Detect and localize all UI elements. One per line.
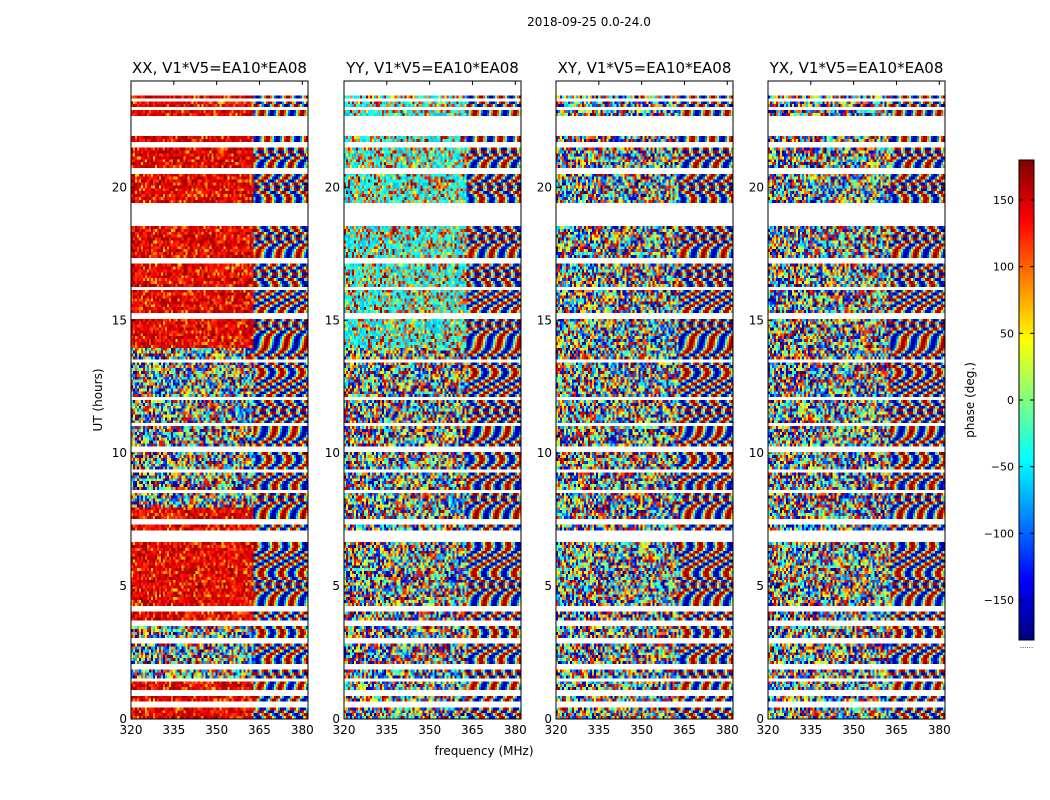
panel-frame <box>130 80 309 720</box>
y-tick-label: 5 <box>756 579 764 593</box>
y-tick-label: 15 <box>112 313 127 327</box>
y-tick-label: 0 <box>332 712 340 726</box>
y-tick-label: 0 <box>119 712 127 726</box>
x-tick-label: 365 <box>248 723 271 737</box>
y-tick-label: 0 <box>544 712 552 726</box>
x-tick-label: 320 <box>757 723 780 737</box>
y-tick-label: 15 <box>325 313 340 327</box>
x-tick-label: 320 <box>120 723 143 737</box>
y-tick-label: 20 <box>537 180 552 194</box>
panel-frame <box>767 80 946 720</box>
y-axis-label: UT (hours) <box>91 368 105 431</box>
x-tick-label: 350 <box>205 723 228 737</box>
x-tick-label: 335 <box>587 723 610 737</box>
y-tick-label: 10 <box>537 446 552 460</box>
panel-3: XY, V1*V5=EA10*EA08 320 335 350 365 380 0 5 10 15… <box>537 59 739 737</box>
phase-heatmap <box>131 81 308 719</box>
y-tick-label: 20 <box>749 180 764 194</box>
x-tick-label: 380 <box>504 723 527 737</box>
panels: XX, V1*V5=EA10*EA08 320 335 350 365 380 0 5 10 15… <box>91 59 951 758</box>
y-tick-label: 20 <box>325 180 340 194</box>
y-tick-label: 10 <box>112 446 127 460</box>
panel-title: YX, V1*V5=EA10*EA08 <box>769 59 944 77</box>
colorbar-tick-label: −50 <box>991 461 1014 474</box>
y-tick-label: 15 <box>749 313 764 327</box>
y-tick-label: 10 <box>325 446 340 460</box>
y-tick-label: 0 <box>756 712 764 726</box>
y-tick-label: 5 <box>332 579 340 593</box>
panel-title: XY, V1*V5=EA10*EA08 <box>558 59 732 77</box>
panel-frame <box>555 80 734 720</box>
x-tick-label: 380 <box>291 723 314 737</box>
panel-title: XX, V1*V5=EA10*EA08 <box>132 59 307 77</box>
colorbar-tick-label: −150 <box>984 594 1014 607</box>
x-tick-label: 335 <box>375 723 398 737</box>
y-tick-label: 15 <box>537 313 552 327</box>
colorbar-label: phase (deg.) <box>963 362 977 438</box>
colorbar-tick-label: 150 <box>993 194 1014 207</box>
panel-4: YX, V1*V5=EA10*EA08 320 335 350 365 380 0 5 10 15… <box>749 59 951 737</box>
colorbar-dots: ...... <box>1020 642 1033 650</box>
x-tick-label: 365 <box>885 723 908 737</box>
y-tick-label: 5 <box>119 579 127 593</box>
y-tick-label: 10 <box>749 446 764 460</box>
panel-1: XX, V1*V5=EA10*EA08 320 335 350 365 380 0 5 10 15… <box>91 59 314 737</box>
x-tick-label: 365 <box>461 723 484 737</box>
x-tick-label: 350 <box>842 723 865 737</box>
phase-heatmap <box>768 81 945 719</box>
x-tick-label: 350 <box>630 723 653 737</box>
figure-suptitle: 2018-09-25 0.0-24.0 <box>527 15 651 29</box>
phase-heatmap <box>344 81 521 719</box>
x-tick-label: 320 <box>545 723 568 737</box>
colorbar-tick-label: −100 <box>984 527 1014 540</box>
x-tick-label: 335 <box>162 723 185 737</box>
y-tick-label: 5 <box>544 579 552 593</box>
phase-heatmap <box>556 81 733 719</box>
panel-2: YY, V1*V5=EA10*EA08 320 335 350 365 380 0 5 10 15… <box>325 59 534 758</box>
phase-colorbar: 150 100 50 0 −50 −100 −150 phase (deg.)...... <box>963 159 1035 650</box>
x-tick-label: 335 <box>799 723 822 737</box>
x-tick-label: 350 <box>418 723 441 737</box>
colorbar-tick-label: 0 <box>1007 394 1014 407</box>
x-tick-label: 320 <box>333 723 356 737</box>
x-tick-label: 365 <box>673 723 696 737</box>
x-tick-label: 380 <box>928 723 951 737</box>
panel-frame <box>343 80 522 720</box>
y-tick-label: 20 <box>112 180 127 194</box>
panel-title: YY, V1*V5=EA10*EA08 <box>345 59 519 77</box>
x-axis-label: frequency (MHz) <box>434 744 533 758</box>
colorbar-tick-label: 50 <box>1000 327 1014 340</box>
colorbar-tick-label: 100 <box>993 261 1014 274</box>
x-tick-label: 380 <box>716 723 739 737</box>
